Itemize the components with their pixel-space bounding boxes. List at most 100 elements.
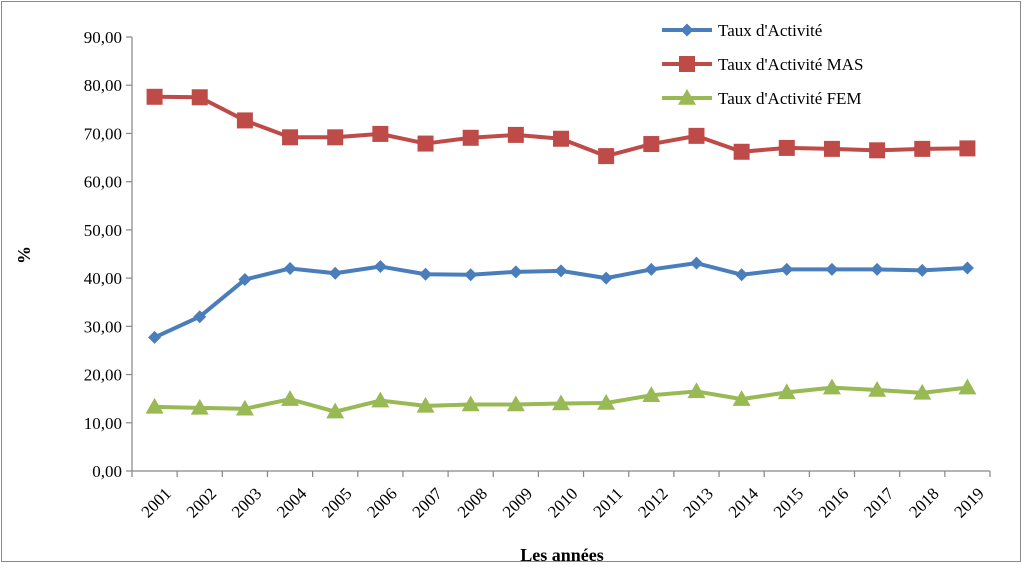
y-tick-labels: 0,00 10,00 20,00 30,00 40,00 50,00 60,00 70,00 8… [84, 28, 122, 481]
series-taux-activite-fem [145, 378, 977, 419]
legend-item-taux-activite-mas: Taux d'Activité MAS [662, 55, 863, 74]
y-tick-label: 70,00 [84, 124, 122, 143]
data-point [509, 265, 523, 279]
data-point [688, 127, 705, 144]
axes-group [126, 36, 991, 477]
data-point [146, 88, 163, 105]
data-point [778, 139, 795, 156]
x-tick-label: 2009 [499, 484, 536, 521]
data-point [191, 89, 208, 106]
x-tick-label: 2011 [590, 484, 627, 521]
data-point [822, 378, 841, 395]
data-point [870, 262, 884, 276]
legend-marker [680, 23, 694, 37]
data-point [462, 129, 479, 146]
x-tick-label: 2008 [454, 484, 491, 521]
data-point [283, 261, 297, 275]
x-tick-label: 2018 [905, 484, 942, 521]
data-point [461, 395, 480, 412]
data-point [732, 390, 751, 406]
x-tick-labels: 2001 2002 2003 2004 2005 2006 2007 2008 2009 2010… [138, 484, 988, 522]
legend-item-taux-activite-fem: Taux d'Activité FEM [662, 89, 862, 108]
y-tick-label: 80,00 [84, 76, 122, 95]
data-point [193, 310, 207, 324]
x-tick-label: 2014 [725, 484, 763, 522]
data-point [552, 394, 570, 411]
data-point [148, 330, 162, 344]
data-point [235, 399, 254, 416]
data-point [419, 267, 433, 281]
legend-label: Taux d'Activité FEM [718, 89, 862, 108]
data-point [960, 261, 974, 275]
y-tick-label: 90,00 [84, 28, 122, 47]
data-point [417, 135, 434, 152]
x-tick-label: 2005 [318, 484, 355, 521]
data-point [597, 394, 616, 410]
data-point [238, 273, 252, 287]
data-point [644, 262, 658, 276]
data-point [869, 142, 886, 159]
data-point [372, 125, 389, 142]
data-point [823, 140, 840, 157]
x-tick-label: 2013 [679, 484, 716, 521]
y-tick-label: 50,00 [84, 221, 122, 240]
data-point [687, 382, 706, 399]
data-point [598, 148, 615, 165]
data-point [553, 130, 569, 147]
x-tick-label: 2007 [408, 484, 446, 522]
series-taux-activite [148, 256, 974, 344]
data-point [689, 256, 703, 270]
data-point [464, 268, 478, 282]
y-tick-label: 0,00 [92, 462, 122, 481]
data-point [328, 266, 342, 280]
x-tick-label: 2002 [183, 484, 220, 521]
data-point [326, 402, 345, 419]
data-point [958, 378, 977, 395]
x-tick-label: 2019 [950, 484, 987, 521]
data-point [913, 383, 932, 400]
data-point [780, 262, 794, 276]
legend-item-taux-activite: Taux d'Activité [662, 21, 822, 40]
data-point [506, 395, 525, 412]
x-tick-label: 2006 [363, 484, 400, 521]
data-point [236, 112, 253, 129]
data-point [914, 140, 931, 157]
legend-marker [678, 89, 696, 105]
data-point [735, 268, 749, 282]
x-tick-label: 2012 [634, 484, 671, 521]
data-point [373, 260, 387, 274]
data-point [281, 390, 300, 406]
legend-label: Taux d'Activité MAS [718, 55, 863, 74]
data-point [327, 129, 344, 146]
x-tick-label: 2003 [228, 484, 265, 521]
x-axis-title: Les années [520, 545, 604, 565]
data-point [371, 391, 390, 408]
y-tick-label: 40,00 [84, 269, 122, 288]
series-taux-activite-mas [146, 88, 976, 165]
x-tick-label: 2016 [815, 484, 852, 521]
data-point [915, 263, 929, 277]
y-axis-title: % [14, 246, 34, 264]
data-point [643, 136, 660, 153]
x-tick-label: 2001 [138, 484, 175, 521]
legend-marker [679, 56, 695, 72]
data-point [145, 397, 164, 414]
data-point [868, 380, 887, 397]
data-point [282, 129, 299, 146]
data-point [825, 262, 839, 276]
y-tick-label: 60,00 [84, 173, 122, 192]
y-tick-label: 30,00 [84, 317, 122, 336]
x-tick-label: 2010 [544, 484, 581, 521]
data-point [733, 143, 750, 160]
data-point [599, 271, 613, 285]
y-tick-label: 10,00 [84, 414, 122, 433]
data-point [642, 386, 661, 403]
legend: Taux d'Activité Taux d'Activité MAS Taux d… [662, 21, 863, 108]
data-point [507, 126, 524, 143]
y-tick-label: 20,00 [84, 366, 122, 385]
series-group [145, 88, 977, 419]
data-point [777, 383, 796, 400]
x-tick-label: 2015 [770, 484, 807, 521]
